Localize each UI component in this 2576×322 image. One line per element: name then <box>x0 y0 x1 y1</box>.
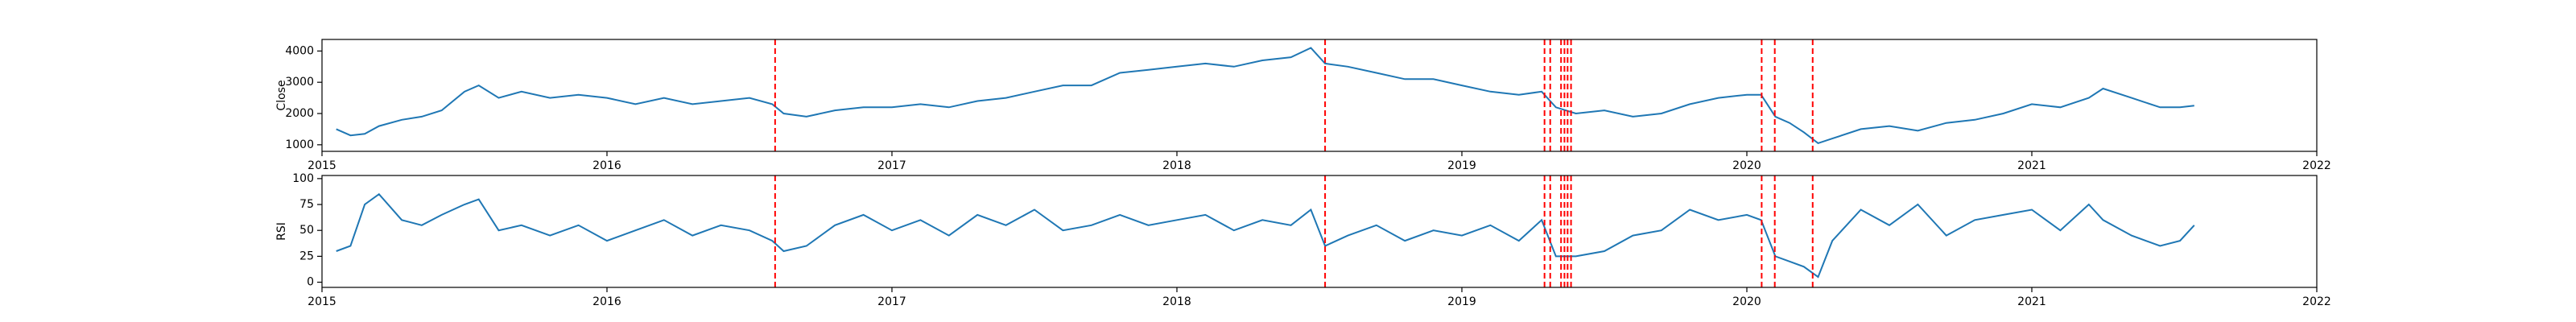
x-tick-label: 2019 <box>1447 295 1476 308</box>
y-tick-label: 25 <box>299 250 314 262</box>
x-tick-label: 2021 <box>2017 159 2046 172</box>
x-tick-label: 2020 <box>1732 159 1761 172</box>
x-tick-label: 2015 <box>308 159 336 172</box>
x-tick-label: 2015 <box>308 295 336 308</box>
x-tick-label: 2019 <box>1447 159 1476 172</box>
y-tick-label: 75 <box>299 198 314 211</box>
price-line <box>336 47 2194 145</box>
y-tick-label: 4000 <box>285 44 314 57</box>
x-tick-label: 2018 <box>1162 295 1191 308</box>
axes-frame <box>321 175 2318 288</box>
y-axis-label: Close <box>275 80 288 110</box>
axes-frame <box>321 39 2318 152</box>
x-tick-label: 2016 <box>592 159 621 172</box>
y-tick-label: 0 <box>307 276 314 289</box>
y-axis-label: RSI <box>275 222 288 241</box>
x-tick-label: 2022 <box>2302 159 2331 172</box>
y-tick-label: 50 <box>299 224 314 237</box>
x-tick-label: 2020 <box>1732 295 1761 308</box>
x-tick-label: 2021 <box>2017 295 2046 308</box>
x-tick-label: 2022 <box>2302 295 2331 308</box>
y-tick-label: 1000 <box>285 138 314 151</box>
y-tick-label: 3000 <box>285 76 314 89</box>
y-tick-label: 100 <box>292 172 314 185</box>
x-tick-label: 2017 <box>877 295 906 308</box>
y-tick-label: 2000 <box>285 107 314 120</box>
x-tick-label: 2018 <box>1162 159 1191 172</box>
price-line <box>336 192 2195 279</box>
x-tick-label: 2016 <box>592 295 621 308</box>
x-tick-label: 2017 <box>877 159 906 172</box>
